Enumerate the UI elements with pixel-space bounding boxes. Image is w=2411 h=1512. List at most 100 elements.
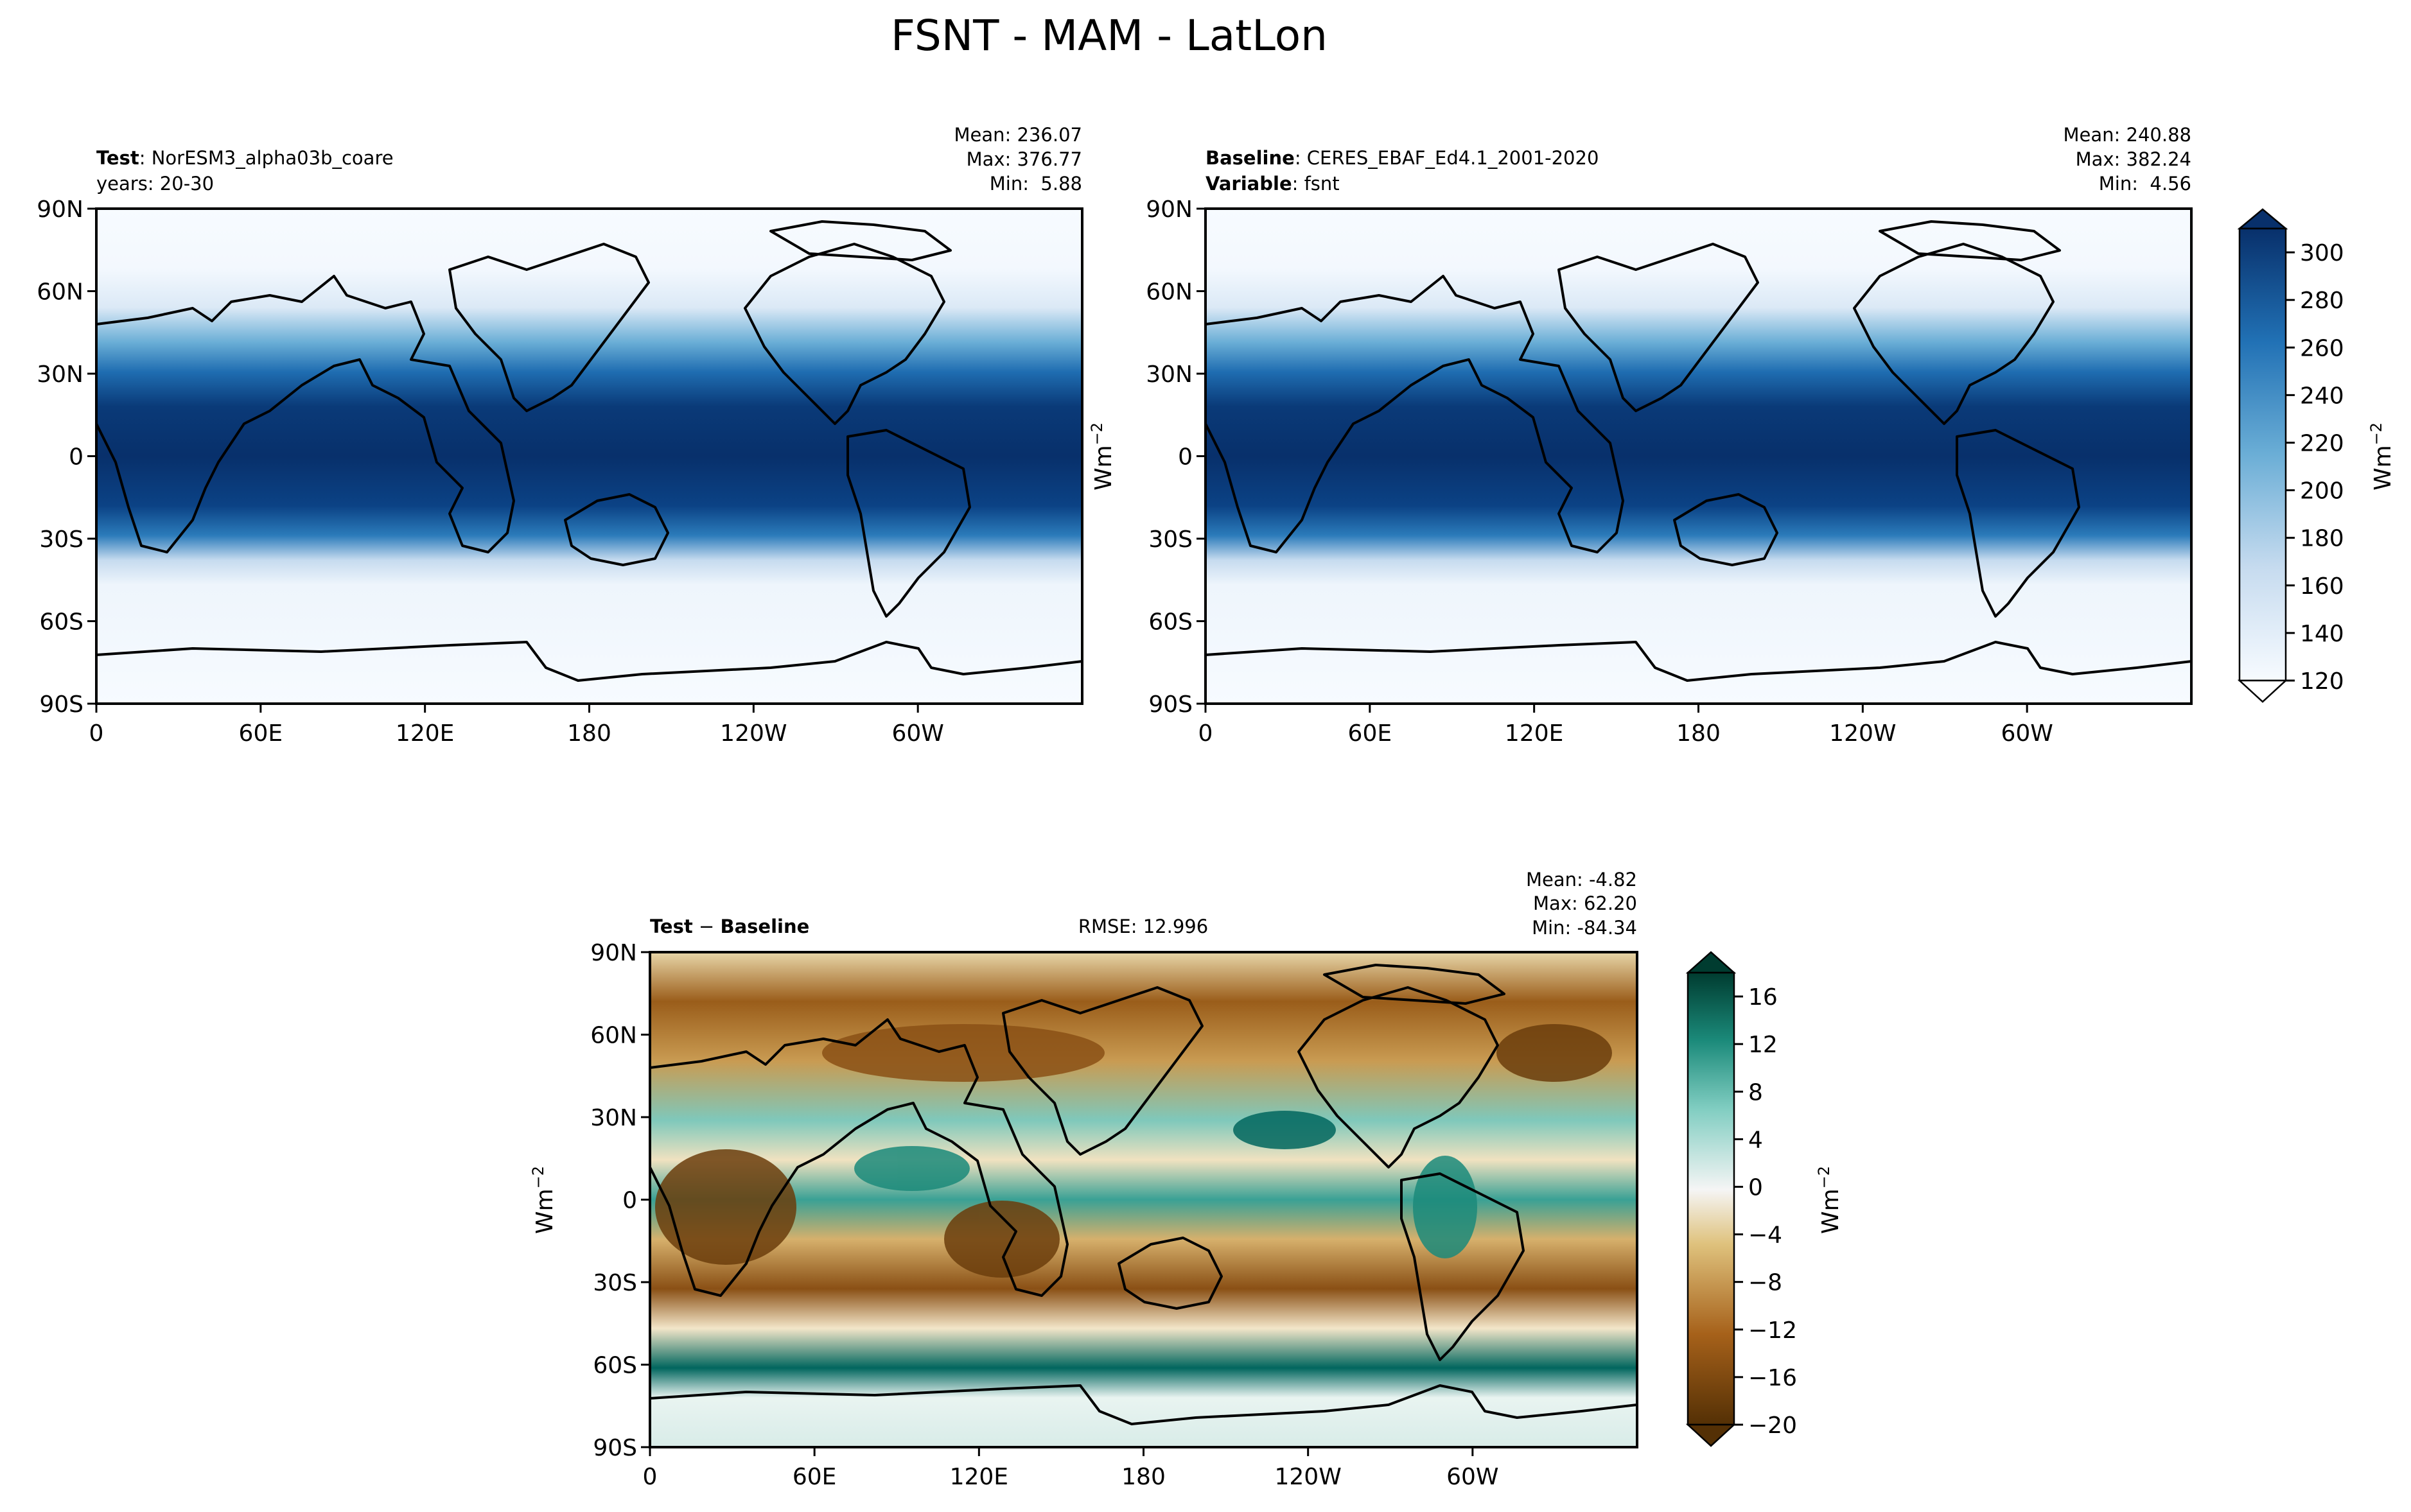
- difference-header-test: Test: [650, 916, 693, 937]
- difference-patch-pacific: [1233, 1111, 1336, 1149]
- test-ytick-label: 60S: [39, 609, 83, 636]
- baseline-xtick-label: 120W: [1829, 720, 1896, 747]
- difference-ytick-label: 60N: [590, 1023, 637, 1049]
- difference-ylabel-sup: −2: [529, 1166, 547, 1188]
- blues-colorbar-label-sup: −2: [2367, 422, 2385, 445]
- difference-ytick-label: 30N: [590, 1105, 637, 1131]
- brbg-colorbar-label-sup: −2: [1815, 1166, 1833, 1188]
- brbg-colorbar-tick-label: 4: [1748, 1127, 1763, 1153]
- difference-patch-indian-ocean: [854, 1146, 970, 1191]
- difference-rmse: RMSE: 12.996: [1078, 916, 1208, 937]
- difference-y-axis: 90N 60N 30N 0 30S 60S 90S: [590, 940, 650, 1461]
- brbg-colorbar-label-base: Wm: [1818, 1188, 1844, 1234]
- blues-colorbar-tick-label: 120: [2300, 668, 2344, 695]
- difference-ytick-label: 90N: [590, 940, 637, 966]
- test-y-axis: 90N 60N 30N 0 30S 60S 90S: [37, 196, 96, 718]
- baseline-map-field: [1206, 209, 2191, 704]
- blues-colorbar-tick-label: 240: [2300, 383, 2344, 409]
- difference-xtick-label: 180: [1121, 1464, 1166, 1490]
- difference-stat-mean: Mean: -4.82: [1526, 869, 1637, 891]
- difference-patch-asia: [822, 1024, 1105, 1082]
- blues-colorbar-tick-label: 200: [2300, 478, 2344, 505]
- difference-ytick-label: 90S: [593, 1435, 637, 1461]
- test-stat-mean: Mean: 236.07: [954, 124, 1082, 146]
- test-map-field: [96, 209, 1082, 704]
- test-stat-max: Max: 376.77: [967, 148, 1082, 170]
- difference-header-baseline: Baseline: [720, 916, 809, 937]
- difference-header-minus: −: [693, 916, 721, 937]
- test-ytick-label: 30S: [39, 526, 83, 553]
- difference-ytick-label: 60S: [593, 1353, 637, 1379]
- baseline-ytick-label: 90N: [1146, 196, 1193, 223]
- difference-stat-max: Max: 62.20: [1533, 892, 1637, 914]
- difference-patch-atlantic: [1496, 1024, 1612, 1082]
- blues-colorbar: 300 280 260 240 220 200 180 160 140 120 Wm−2: [2237, 208, 2396, 703]
- baseline-ytick-label: 0: [1178, 444, 1193, 471]
- brbg-colorbar-tick-label: −20: [1748, 1412, 1797, 1439]
- difference-patch-south-america: [1413, 1156, 1477, 1258]
- difference-ylabel-base: Wm: [532, 1188, 558, 1234]
- brbg-colorbar-tick-label: 8: [1748, 1079, 1763, 1106]
- difference-x-axis: 0 60E 120E 180 120W 60W: [643, 1447, 1499, 1490]
- brbg-colorbar-tick-label: −12: [1748, 1317, 1797, 1344]
- baseline-variable-bold: Variable: [1206, 173, 1292, 195]
- test-panel: Test: NorESM3_alpha03b_coare years: 20-3…: [37, 124, 1083, 747]
- baseline-header-name: : CERES_EBAF_Ed4.1_2001-2020: [1295, 147, 1599, 169]
- baseline-variable-name: : fsnt: [1292, 173, 1340, 195]
- blues-colorbar-tick-label: 260: [2300, 335, 2344, 361]
- brbg-colorbar: 16 12 8 4 0 −4 −8 −12 −16 −20 Wm−2: [1685, 951, 1844, 1447]
- baseline-ytick-label: 60S: [1148, 609, 1193, 636]
- baseline-ylabel: Wm−2: [1088, 422, 1117, 491]
- test-ytick-label: 60N: [37, 279, 83, 306]
- blues-colorbar-tick-label: 280: [2300, 288, 2344, 314]
- baseline-panel: Baseline: CERES_EBAF_Ed4.1_2001-2020 Var…: [1088, 124, 2193, 747]
- blues-colorbar-ticks: 300 280 260 240 220 200 180 160 140 120: [2286, 240, 2344, 695]
- difference-header: Test − Baseline: [650, 916, 809, 937]
- difference-ytick-label: 0: [622, 1188, 637, 1214]
- test-header-name: : NorESM3_alpha03b_coare: [139, 147, 394, 169]
- figure-title: FSNT - MAM - LatLon: [891, 11, 1328, 60]
- test-header-years: years: 20-30: [96, 173, 214, 195]
- test-xtick-label: 0: [89, 720, 104, 747]
- difference-anomaly-patches: [655, 1024, 1612, 1278]
- baseline-stat-min: Min: 4.56: [2099, 173, 2191, 195]
- baseline-ylabel-base: Wm: [1091, 445, 1117, 491]
- baseline-ylabel-sup: −2: [1088, 422, 1106, 445]
- baseline-xtick-label: 0: [1198, 720, 1213, 747]
- brbg-colorbar-tick-label: 16: [1748, 984, 1778, 1011]
- test-xtick-label: 180: [567, 720, 611, 747]
- baseline-y-axis: 90N 60N 30N 0 30S 60S 90S: [1146, 196, 1206, 718]
- test-header-line-1: Test: NorESM3_alpha03b_coare: [96, 147, 394, 169]
- brbg-colorbar-tick-label: −16: [1748, 1365, 1797, 1391]
- blues-colorbar-max-extend: [2237, 208, 2288, 230]
- baseline-ytick-label: 30N: [1146, 361, 1193, 388]
- baseline-stat-max: Max: 382.24: [2076, 148, 2191, 170]
- blues-colorbar-label: Wm−2: [2367, 422, 2396, 491]
- baseline-header-line-1: Baseline: CERES_EBAF_Ed4.1_2001-2020: [1206, 147, 1599, 169]
- difference-xtick-label: 120W: [1275, 1464, 1342, 1490]
- brbg-colorbar-tick-label: −8: [1748, 1270, 1782, 1296]
- brbg-colorbar-tick-label: 12: [1748, 1032, 1778, 1058]
- blues-colorbar-tick-label: 140: [2300, 621, 2344, 647]
- difference-patch-australia: [944, 1201, 1060, 1278]
- blues-colorbar-label-base: Wm: [2370, 445, 2396, 491]
- test-xtick-label: 60W: [891, 720, 943, 747]
- difference-coastlines: [649, 964, 1638, 1425]
- test-ytick-label: 0: [69, 444, 83, 471]
- baseline-xtick-label: 180: [1676, 720, 1721, 747]
- test-header-bold: Test: [96, 147, 139, 169]
- blues-colorbar-tick-label: 220: [2300, 430, 2344, 456]
- baseline-x-axis: 0 60E 120E 180 120W 60W: [1198, 704, 2053, 747]
- test-coastlines: [95, 220, 1083, 682]
- baseline-xtick-label: 60E: [1348, 720, 1392, 747]
- baseline-stat-mean: Mean: 240.88: [2064, 124, 2191, 146]
- blues-colorbar-bar: [2238, 227, 2287, 682]
- brbg-colorbar-label: Wm−2: [1815, 1166, 1844, 1234]
- difference-ylabel: Wm−2: [529, 1166, 558, 1234]
- brbg-colorbar-max-extend: [1685, 951, 1737, 974]
- difference-xtick-label: 0: [643, 1464, 658, 1490]
- difference-patch-africa: [655, 1149, 796, 1265]
- test-xtick-label: 120E: [396, 720, 454, 747]
- brbg-colorbar-min-extend: [1685, 1423, 1737, 1447]
